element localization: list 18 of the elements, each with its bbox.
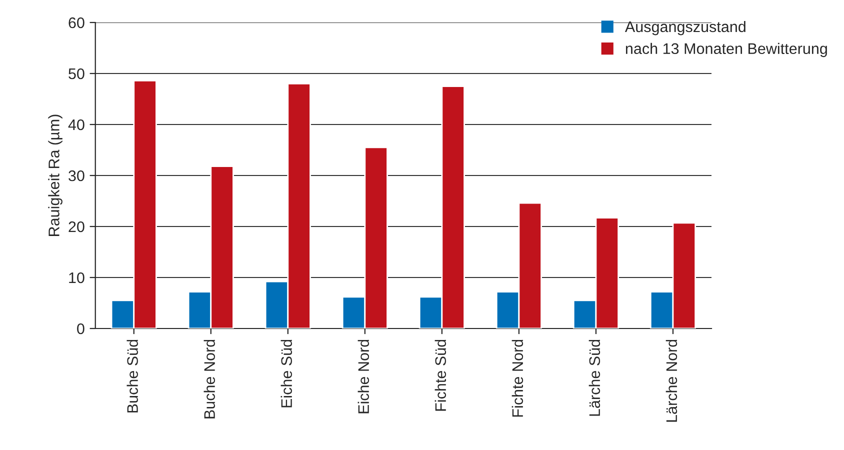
y-tick-label: 30: [68, 170, 84, 182]
y-tick-label: 40: [68, 119, 84, 130]
y-tick-label: 10: [69, 272, 84, 284]
x-tick-label: Fichte Nord: [512, 340, 524, 417]
x-tick-label: Buche Süd: [126, 340, 138, 412]
x-tick-label: Lärche Süd: [588, 340, 600, 416]
y-tick-label: 0: [77, 323, 84, 334]
y-tick-label: 50: [68, 68, 84, 80]
y-tick-label: 20: [68, 221, 84, 232]
x-tick-label: Fichte Süd: [434, 340, 446, 411]
y-tick-label: 60: [68, 17, 84, 28]
legend-label: nach 13 Monaten Bewitterung: [626, 42, 827, 58]
x-tick-label: Lärche Nord: [666, 340, 678, 422]
x-tick-label: Eiche Süd: [280, 340, 292, 408]
x-tick-label: Buche Nord: [204, 340, 215, 418]
y-axis-title: Rauigkeit Ra (µm): [48, 114, 62, 236]
legend-label: Ausgangszustand: [624, 20, 746, 36]
x-tick-label: Eiche Nord: [358, 340, 370, 414]
